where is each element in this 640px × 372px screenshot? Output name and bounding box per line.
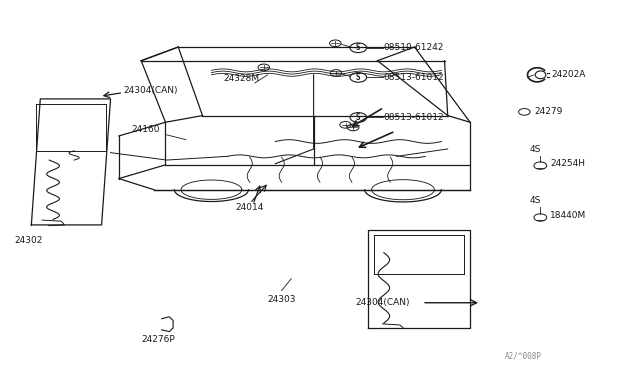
Text: 24279: 24279: [534, 108, 563, 116]
Text: S: S: [356, 43, 360, 52]
Text: 24304(CAN): 24304(CAN): [124, 86, 178, 95]
Text: 24160: 24160: [132, 125, 160, 134]
Text: 18440M: 18440M: [550, 211, 586, 220]
Text: 08513-61012: 08513-61012: [384, 113, 445, 122]
Text: 24254H: 24254H: [550, 159, 585, 168]
Text: S: S: [356, 73, 360, 82]
Text: 08513-61012: 08513-61012: [384, 73, 445, 82]
Text: 24014: 24014: [236, 203, 264, 212]
Text: 24303: 24303: [268, 295, 296, 304]
Text: 24276P: 24276P: [141, 335, 175, 344]
Text: 08510-61242: 08510-61242: [384, 43, 444, 52]
Text: 24302: 24302: [15, 236, 43, 245]
Text: 4S: 4S: [529, 145, 541, 154]
Text: 4S: 4S: [529, 196, 541, 205]
Text: S: S: [356, 113, 360, 122]
Text: A2/^008P: A2/^008P: [505, 352, 542, 361]
Text: 24202A: 24202A: [551, 70, 586, 79]
Text: 24328M: 24328M: [223, 74, 259, 83]
Text: 24304(CAN): 24304(CAN): [355, 298, 410, 307]
